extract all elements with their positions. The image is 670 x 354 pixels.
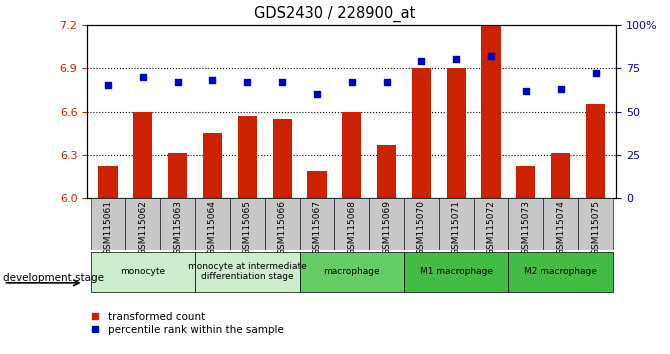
Bar	[334, 198, 369, 250]
Text: GSM115066: GSM115066	[277, 200, 287, 255]
Point	[207, 78, 218, 83]
Bar	[447, 68, 466, 198]
Bar	[230, 25, 265, 198]
Bar	[439, 198, 474, 250]
Bar	[230, 198, 265, 250]
Bar	[412, 68, 431, 198]
Bar	[404, 198, 439, 250]
Point	[381, 79, 392, 85]
Bar	[265, 198, 299, 250]
Point	[277, 79, 287, 85]
Text: macrophage: macrophage	[324, 267, 380, 276]
Bar	[125, 25, 160, 198]
Bar	[98, 166, 117, 198]
Point	[172, 79, 183, 85]
Bar	[168, 153, 187, 198]
Bar	[551, 153, 570, 198]
Bar	[543, 198, 578, 250]
Bar	[299, 252, 404, 292]
Bar	[299, 25, 334, 198]
Text: GDS2430 / 228900_at: GDS2430 / 228900_at	[255, 5, 415, 22]
Bar	[195, 252, 299, 292]
Bar	[90, 198, 125, 250]
Text: GSM115062: GSM115062	[138, 200, 147, 255]
Text: M1 macrophage: M1 macrophage	[419, 267, 492, 276]
Bar	[334, 25, 369, 198]
Text: GSM115068: GSM115068	[347, 200, 356, 255]
Bar	[90, 252, 195, 292]
Bar	[125, 198, 160, 250]
Text: monocyte: monocyte	[120, 267, 165, 276]
Point	[137, 74, 148, 80]
Bar	[543, 25, 578, 198]
Text: GSM115072: GSM115072	[486, 200, 496, 255]
Bar	[265, 25, 299, 198]
Bar	[90, 25, 125, 198]
Text: GSM115071: GSM115071	[452, 200, 461, 255]
Bar	[195, 25, 230, 198]
Bar	[578, 198, 613, 250]
Bar	[482, 25, 500, 198]
Bar	[578, 25, 613, 198]
Legend: transformed count, percentile rank within the sample: transformed count, percentile rank withi…	[87, 308, 288, 339]
Bar	[203, 133, 222, 198]
Bar	[404, 25, 439, 198]
Text: GSM115064: GSM115064	[208, 200, 217, 255]
Bar	[509, 252, 613, 292]
Bar	[404, 252, 509, 292]
Text: GSM115067: GSM115067	[312, 200, 322, 255]
Text: GSM115063: GSM115063	[173, 200, 182, 255]
Bar	[509, 198, 543, 250]
Point	[312, 91, 322, 97]
Bar	[133, 112, 152, 198]
Text: GSM115075: GSM115075	[591, 200, 600, 255]
Point	[451, 57, 462, 62]
Bar	[369, 25, 404, 198]
Point	[103, 82, 113, 88]
Bar	[474, 198, 509, 250]
Text: monocyte at intermediate
differentiation stage: monocyte at intermediate differentiation…	[188, 262, 307, 281]
Text: GSM115061: GSM115061	[103, 200, 113, 255]
Point	[416, 58, 427, 64]
Bar	[160, 25, 195, 198]
Point	[590, 70, 601, 76]
Text: GSM115073: GSM115073	[521, 200, 531, 255]
Text: development stage: development stage	[3, 273, 105, 283]
Text: GSM115074: GSM115074	[556, 200, 565, 255]
Bar	[509, 25, 543, 198]
Bar	[299, 198, 334, 250]
Point	[242, 79, 253, 85]
Bar	[586, 104, 605, 198]
Text: GSM115069: GSM115069	[382, 200, 391, 255]
Point	[521, 88, 531, 93]
Text: GSM115065: GSM115065	[243, 200, 252, 255]
Point	[346, 79, 357, 85]
Bar	[238, 116, 257, 198]
Point	[486, 53, 496, 59]
Bar	[369, 198, 404, 250]
Bar	[308, 171, 326, 198]
Bar	[160, 198, 195, 250]
Bar	[195, 198, 230, 250]
Bar	[273, 119, 291, 198]
Bar	[439, 25, 474, 198]
Bar	[474, 25, 509, 198]
Text: M2 macrophage: M2 macrophage	[524, 267, 597, 276]
Bar	[342, 112, 361, 198]
Text: GSM115070: GSM115070	[417, 200, 426, 255]
Point	[555, 86, 566, 92]
Bar	[517, 166, 535, 198]
Bar	[377, 145, 396, 198]
